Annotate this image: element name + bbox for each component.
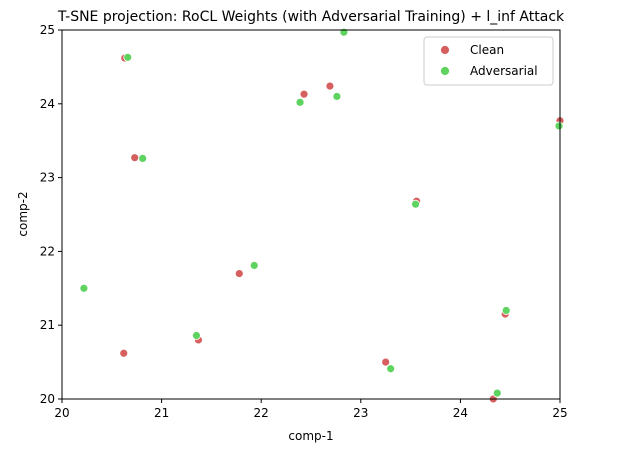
adversarial-point — [386, 364, 396, 374]
plot-frame — [61, 29, 561, 400]
legend: Clean Adversarial — [423, 36, 554, 86]
series-clean — [119, 53, 565, 404]
y-axis-ticks: 20 21 22 23 24 25 — [40, 23, 62, 406]
legend-box — [423, 36, 554, 86]
clean-point — [325, 81, 335, 91]
adversarial-point — [332, 92, 342, 101]
adversarial-point — [411, 199, 420, 209]
adversarial-point — [79, 283, 89, 293]
adversarial-point — [138, 154, 148, 163]
x-tick-label: 21 — [154, 406, 169, 420]
y-tick-label: 24 — [40, 97, 55, 111]
x-tick-label: 24 — [453, 406, 468, 420]
adversarial-point — [554, 121, 564, 131]
y-tick-label: 21 — [40, 318, 55, 332]
y-tick-label: 23 — [40, 171, 55, 185]
clean-point — [130, 153, 140, 163]
adversarial-point — [123, 52, 133, 62]
adversarial-point — [492, 388, 502, 398]
y-tick-label: 20 — [40, 392, 55, 406]
y-axis-label: comp-2 — [16, 191, 30, 236]
y-tick-label: 22 — [40, 244, 55, 258]
x-tick-label: 20 — [54, 406, 69, 420]
adversarial-point — [192, 331, 201, 340]
chart-title: T-SNE projection: RoCL Weights (with Adv… — [57, 9, 565, 25]
x-tick-label: 23 — [353, 406, 368, 420]
plot-area — [79, 27, 565, 404]
legend-marker-adversarial — [440, 66, 450, 76]
y-tick-label: 25 — [40, 23, 55, 37]
legend-label-adversarial: Adversarial — [470, 64, 538, 78]
legend-label-clean: Clean — [470, 43, 504, 57]
x-tick-label: 22 — [254, 406, 269, 420]
clean-point — [234, 269, 244, 278]
x-tick-label: 25 — [552, 406, 567, 420]
adversarial-point — [249, 261, 259, 270]
x-axis-ticks: 20 21 22 23 24 25 — [54, 399, 568, 420]
legend-marker-clean — [440, 45, 450, 55]
clean-point — [119, 348, 129, 358]
clean-point — [381, 357, 391, 367]
series-adversarial — [79, 27, 564, 398]
x-axis-label: comp-1 — [288, 429, 333, 443]
adversarial-point — [295, 97, 305, 107]
adversarial-point — [501, 306, 511, 315]
clean-point — [299, 89, 309, 99]
adversarial-point — [339, 27, 349, 37]
